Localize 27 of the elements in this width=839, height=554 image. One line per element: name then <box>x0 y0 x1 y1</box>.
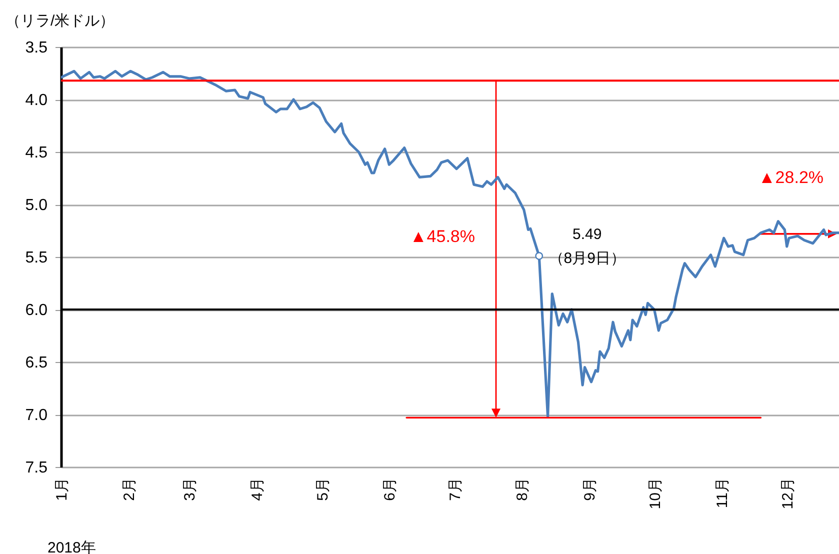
x-tick-label: 4月 <box>249 478 266 501</box>
x-tick-label: 1月 <box>54 478 70 501</box>
x-tick-label: 12月 <box>779 478 796 510</box>
x-tick-label: 10月 <box>646 478 664 510</box>
annotation: ▲28.2% <box>758 168 824 187</box>
y-tick-label: 5.0 <box>25 197 48 214</box>
line-series <box>61 70 839 418</box>
x-tick-label: 5月 <box>314 478 332 501</box>
y-tick-label: 6.0 <box>25 302 48 319</box>
y-tick-label: 4.0 <box>25 92 48 109</box>
x-tick-label: 9月 <box>582 478 599 501</box>
y-tick-label: 7.5 <box>25 460 48 476</box>
x-axis-title: 2018年 <box>48 540 96 554</box>
y-tick-label: 5.5 <box>25 250 48 266</box>
y-axis-title: （リラ/米ドル） <box>6 12 115 30</box>
y-tick-label: 7.0 <box>25 407 48 424</box>
x-tick-label: 3月 <box>182 478 199 501</box>
x-tick-label: 2月 <box>120 478 138 501</box>
x-tick-label: 7月 <box>446 478 464 501</box>
x-tick-label: 11月 <box>714 478 732 508</box>
y-tick-label: 6.5 <box>25 354 48 372</box>
y-tick-label: 3.5 <box>25 40 48 56</box>
x-tick-label: 8月 <box>514 478 532 501</box>
annotation: 5.49 （8月9日） <box>548 226 626 267</box>
y-tick-label: 4.5 <box>25 144 48 162</box>
annotation: ▲45.8% <box>410 227 475 246</box>
x-tick-label: 6月 <box>382 478 399 501</box>
